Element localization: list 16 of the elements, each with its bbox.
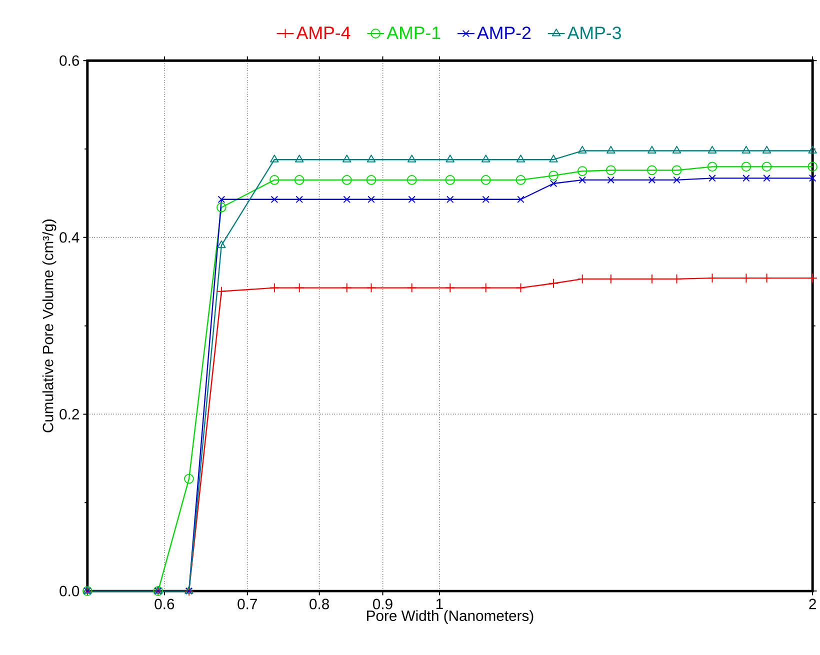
y-tick-label: 0.0 (60, 586, 80, 596)
y-tick-label: 0.2 (60, 409, 79, 420)
x-tick-label: 0.6 (154, 598, 174, 610)
y-axis-title: Cumulative Pore Volume (cm³/g) (42, 220, 56, 432)
x-tick-label: 2 (809, 598, 816, 610)
x-axis-title: Pore Width (Nanometers) (367, 610, 534, 624)
x-tick-label: 1 (436, 598, 443, 610)
y-tick-label: 0.4 (60, 232, 80, 243)
y-tick-label: 0.6 (60, 56, 80, 66)
legend-label: AMP-2 (477, 26, 531, 40)
legend-label: AMP-4 (296, 26, 350, 40)
x-tick-label: 0.9 (372, 598, 392, 610)
x-tick-label: 0.8 (310, 598, 330, 610)
x-tick-label: 0.7 (238, 598, 257, 610)
legend-label: AMP-1 (386, 26, 440, 40)
legend-label: AMP-3 (567, 26, 621, 40)
